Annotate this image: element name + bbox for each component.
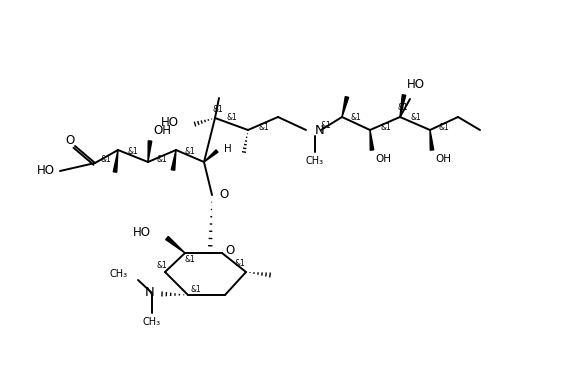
Text: OH: OH [375, 154, 391, 164]
Text: H: H [224, 144, 232, 154]
Text: O: O [225, 244, 235, 257]
Text: HO: HO [37, 164, 55, 178]
Text: CH₃: CH₃ [143, 317, 161, 327]
Text: HO: HO [133, 226, 151, 238]
Polygon shape [430, 130, 434, 150]
Text: HO: HO [407, 78, 425, 91]
Text: CH₃: CH₃ [110, 269, 128, 279]
Text: &1: &1 [157, 156, 168, 164]
Polygon shape [400, 95, 406, 117]
Text: &1: &1 [185, 256, 196, 264]
Polygon shape [171, 150, 176, 170]
Text: O: O [65, 135, 74, 147]
Text: &1: &1 [351, 113, 362, 122]
Text: &1: &1 [439, 122, 450, 132]
Text: &1: &1 [227, 113, 237, 122]
Text: &1: &1 [259, 123, 269, 132]
Text: &1: &1 [213, 104, 224, 113]
Text: OH: OH [435, 154, 451, 164]
Polygon shape [113, 150, 118, 172]
Text: &1: &1 [157, 261, 168, 270]
Text: &1: &1 [398, 103, 408, 112]
Text: N: N [315, 123, 325, 137]
Text: &1: &1 [128, 147, 138, 156]
Text: HO: HO [161, 116, 179, 129]
Text: OH: OH [153, 125, 171, 138]
Polygon shape [342, 97, 349, 117]
Text: CH₃: CH₃ [306, 156, 324, 166]
Text: &1: &1 [411, 113, 422, 122]
Text: &1: &1 [101, 154, 112, 163]
Text: &1: &1 [380, 122, 391, 132]
Text: N: N [144, 286, 154, 300]
Text: &1: &1 [321, 122, 331, 131]
Text: &1: &1 [235, 260, 245, 269]
Polygon shape [148, 141, 152, 162]
Text: &1: &1 [185, 147, 196, 156]
Text: &1: &1 [190, 285, 201, 294]
Text: O: O [219, 188, 228, 201]
Polygon shape [166, 236, 185, 253]
Polygon shape [370, 130, 374, 150]
Polygon shape [204, 150, 218, 162]
